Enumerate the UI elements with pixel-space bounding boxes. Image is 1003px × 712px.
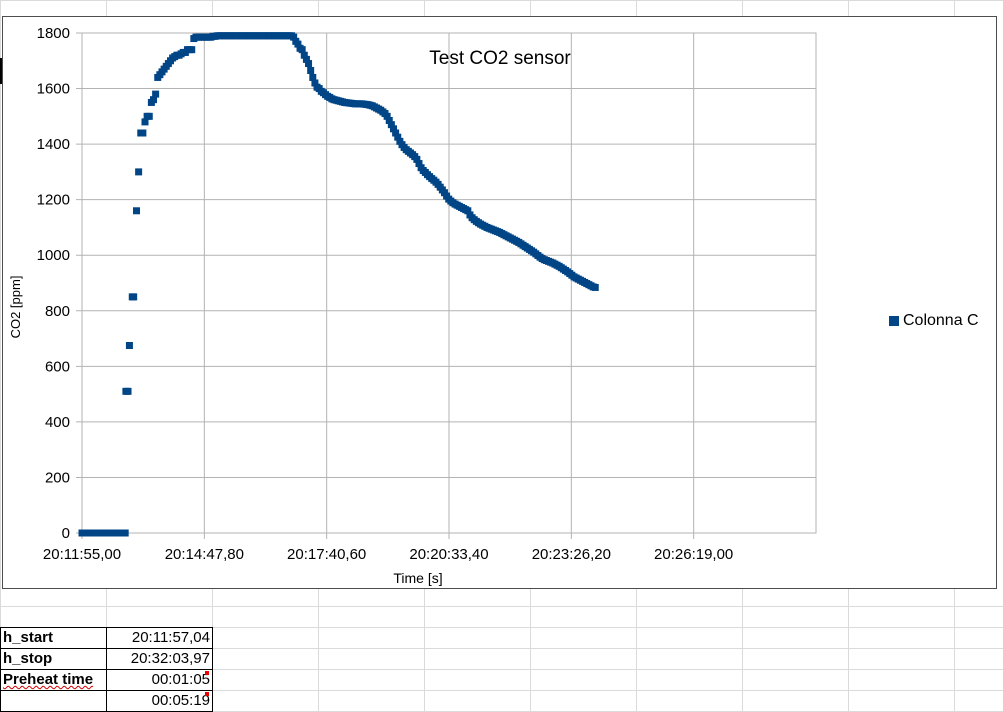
y-tick-label: 800 bbox=[45, 303, 70, 320]
comment-indicator-icon bbox=[205, 692, 209, 696]
chart-frame[interactable]: 0 200 400 600 800 1000 1200 1400 1600 1800 20:11:… bbox=[2, 16, 997, 589]
data-point bbox=[130, 293, 138, 301]
data-point bbox=[300, 51, 308, 59]
chart-title: Test CO2 sensor bbox=[429, 48, 571, 69]
x-tick-label: 20:14:47,80 bbox=[165, 546, 244, 563]
y-tick-label: 1800 bbox=[37, 25, 70, 42]
y-axis-label: CO2 [ppm] bbox=[8, 276, 23, 339]
data-point bbox=[591, 283, 599, 291]
data-point bbox=[294, 40, 302, 48]
data-point bbox=[383, 112, 391, 120]
legend: Colonna C bbox=[889, 312, 979, 330]
data-point bbox=[139, 129, 147, 137]
cell-h-start-value[interactable]: 20:11:57,04 bbox=[131, 629, 210, 646]
y-tick-label: 400 bbox=[45, 414, 70, 431]
y-tick-label: 200 bbox=[45, 469, 70, 486]
data-point bbox=[290, 33, 298, 41]
cell-h-stop-value[interactable]: 20:32:03,97 bbox=[130, 650, 210, 667]
cell-h-start-label[interactable]: h_start bbox=[3, 629, 54, 646]
data-point bbox=[389, 125, 397, 133]
y-tick-label: 1600 bbox=[37, 81, 70, 98]
data-point bbox=[121, 529, 129, 537]
data-point bbox=[133, 207, 141, 215]
y-tick-label: 1000 bbox=[37, 247, 70, 264]
data-point bbox=[311, 79, 319, 87]
x-tick-label: 20:26:19,00 bbox=[654, 546, 733, 563]
data-point bbox=[307, 67, 315, 74]
data-point bbox=[413, 155, 421, 163]
data-point bbox=[150, 96, 158, 104]
data-point bbox=[135, 168, 143, 176]
data-point bbox=[305, 60, 313, 68]
data-point bbox=[188, 46, 196, 54]
x-tick-label: 20:11:55,00 bbox=[43, 546, 121, 563]
series-points bbox=[78, 32, 599, 537]
cell-h-stop-label[interactable]: h_stop bbox=[3, 650, 53, 667]
comment-indicator-icon bbox=[205, 671, 209, 675]
data-point bbox=[385, 117, 393, 124]
data-point bbox=[302, 55, 310, 63]
data-point bbox=[298, 46, 306, 54]
data-point bbox=[125, 342, 133, 349]
gridlines bbox=[76, 32, 817, 539]
data-point bbox=[145, 112, 153, 120]
data-point bbox=[464, 207, 472, 215]
x-tick-label: 20:23:26,20 bbox=[532, 546, 611, 563]
data-point bbox=[387, 121, 395, 129]
x-tick-label: 20:20:33,40 bbox=[409, 546, 488, 563]
y-tick-label: 0 bbox=[62, 525, 70, 542]
x-axis-ticks: 20:11:55,00 20:14:47,80 20:17:40,60 20:20:3… bbox=[43, 546, 733, 563]
data-point bbox=[141, 118, 149, 126]
y-axis-ticks: 0 200 400 600 800 1000 1200 1400 1600 1800 bbox=[37, 25, 70, 542]
cell-extra-value[interactable]: 00:05:19 bbox=[151, 692, 210, 709]
y-tick-label: 1200 bbox=[37, 192, 70, 209]
data-point bbox=[394, 133, 402, 141]
y-tick-label: 600 bbox=[45, 358, 70, 375]
cell-preheat-label[interactable]: Preheat time bbox=[3, 670, 93, 689]
legend-label: Colonna C bbox=[903, 312, 979, 329]
x-tick-label: 20:17:40,60 bbox=[287, 546, 366, 563]
y-tick-label: 1400 bbox=[37, 136, 70, 153]
legend-swatch-icon bbox=[889, 316, 899, 326]
data-point bbox=[309, 73, 317, 81]
cursor-mark bbox=[0, 58, 3, 84]
data-point bbox=[415, 160, 423, 168]
data-point bbox=[392, 129, 400, 137]
x-axis-label: Time [s] bbox=[393, 570, 442, 586]
preheat-label-text: Preheat time bbox=[3, 671, 94, 688]
cell-preheat-value[interactable]: 00:01:05 bbox=[151, 671, 210, 688]
scatter-plot: 0 200 400 600 800 1000 1200 1400 1600 1800 20:11:… bbox=[8, 25, 817, 586]
data-point bbox=[124, 387, 132, 395]
data-point bbox=[152, 90, 160, 98]
